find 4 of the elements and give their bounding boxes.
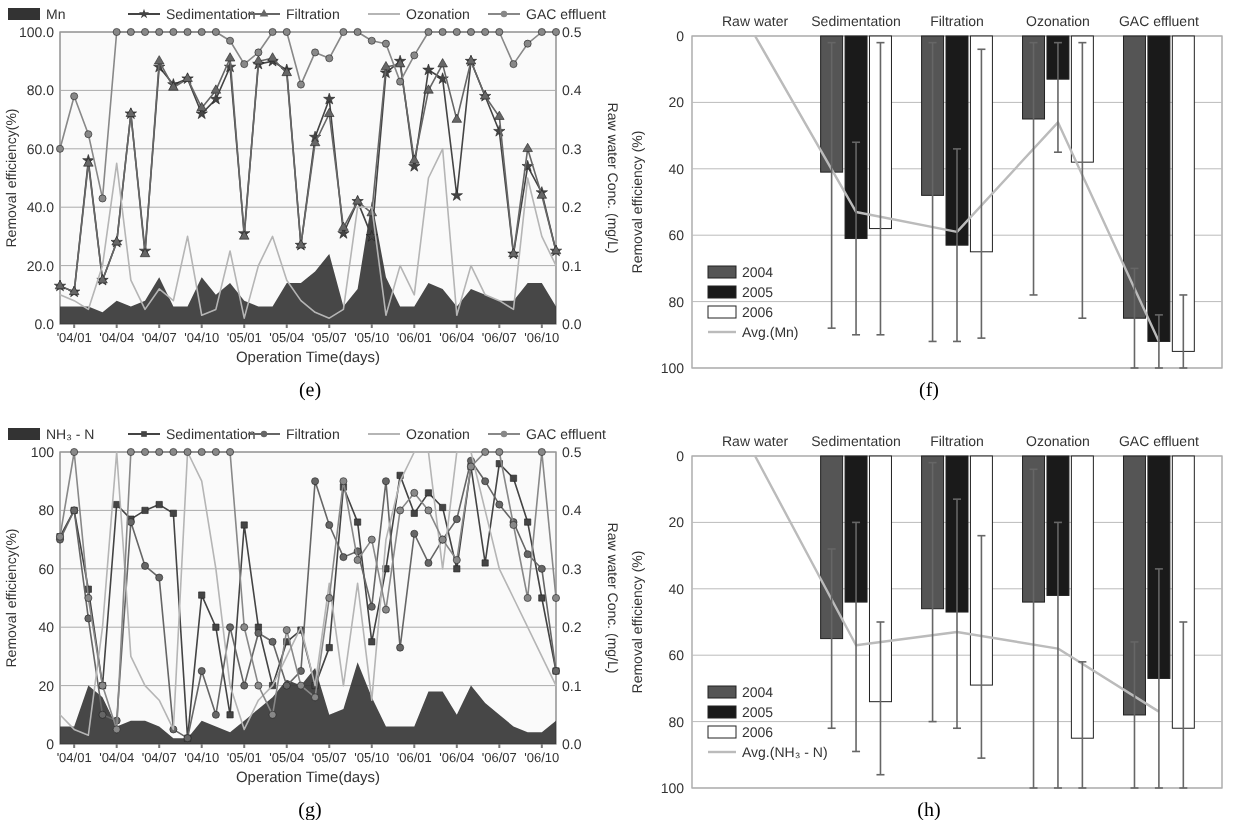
- text: (g): [298, 800, 322, 820]
- text: (h): [917, 800, 941, 820]
- text: (f): [919, 380, 939, 402]
- text: (e): [298, 380, 322, 402]
